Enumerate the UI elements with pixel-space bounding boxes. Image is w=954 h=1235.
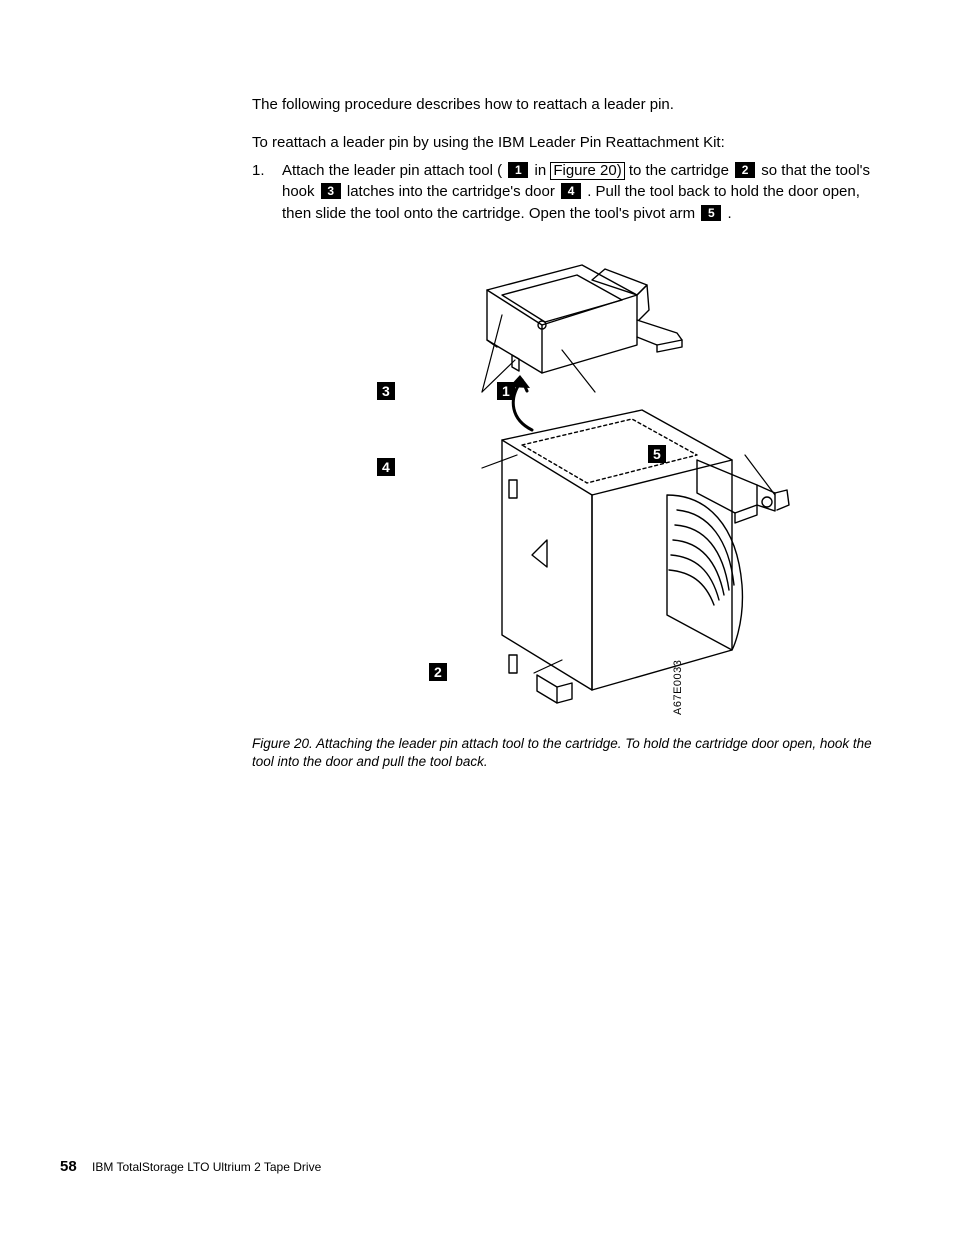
fig-callout-1: 1	[497, 382, 515, 400]
intro-paragraph: The following procedure describes how to…	[252, 95, 892, 115]
page-number: 58	[60, 1158, 77, 1175]
figure-20-svg	[337, 255, 807, 735]
fig-callout-4: 4	[377, 458, 395, 476]
figure-20: 1 3 4 5 2 A67E0033	[252, 255, 892, 745]
content-block: The following procedure describes how to…	[252, 95, 892, 235]
step1-b: in	[534, 162, 550, 179]
step-1-number: 1.	[252, 160, 282, 225]
callout-4-inline: 4	[561, 183, 581, 199]
fig-callout-3: 3	[377, 382, 395, 400]
callout-5-inline: 5	[701, 205, 721, 221]
lead-text: To reattach a leader pin by using the IB…	[252, 134, 725, 151]
step1-c: to the cartridge	[629, 162, 733, 179]
lead-paragraph: To reattach a leader pin by using the IB…	[252, 133, 892, 153]
figure-code: A67E0033	[672, 660, 684, 715]
figure-20-caption-text: Figure 20. Attaching the leader pin atta…	[252, 736, 872, 769]
cartridge-door	[667, 495, 742, 650]
pivot-arm	[697, 460, 789, 523]
callout-3-inline: 3	[321, 183, 341, 199]
fig-callout-5: 5	[648, 445, 666, 463]
step-1: 1. Attach the leader pin attach tool ( 1…	[252, 160, 892, 225]
callout-2-inline: 2	[735, 162, 755, 178]
figure-20-caption: Figure 20. Attaching the leader pin atta…	[252, 735, 892, 771]
step1-g: .	[727, 205, 731, 222]
callout-1-inline: 1	[508, 162, 528, 178]
page-footer: 58 IBM TotalStorage LTO Ultrium 2 Tape D…	[60, 1158, 321, 1175]
figure-20-link[interactable]: Figure 20)	[550, 162, 624, 181]
step1-e: latches into the cartridge's door	[347, 183, 559, 200]
step-1-body: Attach the leader pin attach tool ( 1 in…	[282, 160, 892, 225]
fig-callout-2: 2	[429, 663, 447, 681]
cartridge	[502, 410, 732, 703]
leader-lines	[482, 315, 775, 673]
intro-text: The following procedure describes how to…	[252, 96, 674, 113]
footer-title: IBM TotalStorage LTO Ultrium 2 Tape Driv…	[92, 1160, 321, 1174]
step1-a: Attach the leader pin attach tool (	[282, 162, 502, 179]
page: The following procedure describes how to…	[0, 0, 954, 1235]
